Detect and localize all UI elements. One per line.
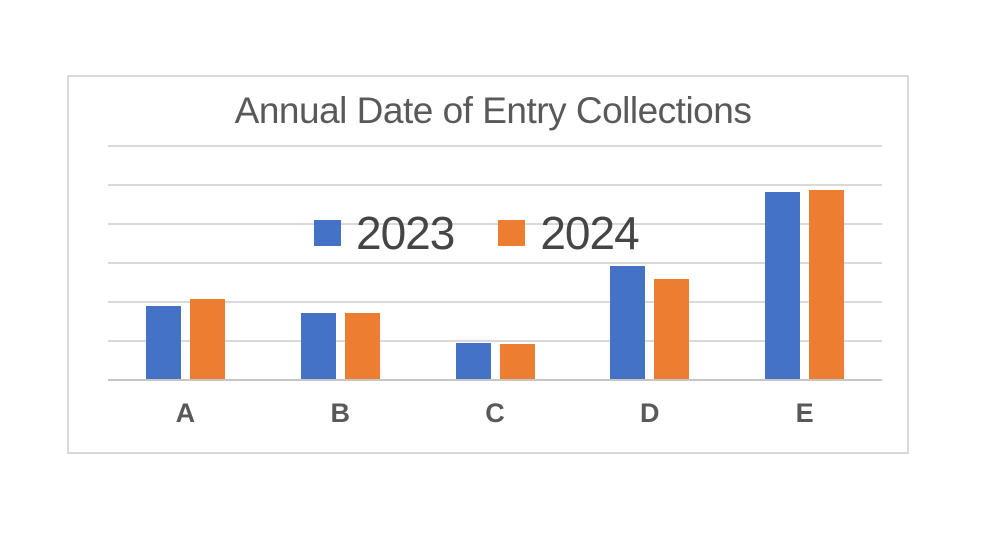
x-axis-line (108, 379, 882, 381)
gridline (108, 262, 882, 264)
gridline (108, 340, 882, 342)
legend-label-2024: 2024 (540, 207, 639, 259)
chart-title: Annual Date of Entry Collections (234, 90, 752, 131)
bar-2023-A (145, 305, 181, 380)
x-label-C: C (485, 398, 505, 428)
x-label-A: A (175, 398, 196, 428)
bar-2024-C (499, 343, 535, 380)
legend-item-2024: 2024 (498, 207, 640, 259)
chart-frame: Annual Date of Entry Collections A B C D E 2… (67, 75, 909, 454)
legend-item-2023: 2023 (314, 207, 455, 259)
bar-2023-C (455, 343, 491, 380)
legend-swatch-2023 (314, 220, 341, 246)
gridline (108, 184, 882, 186)
bar-2023-E (765, 192, 801, 380)
bar-2024-A (189, 298, 225, 380)
bar-2023-B (300, 312, 336, 380)
bar-2024-E (809, 190, 845, 380)
legend: 2023 2024 (314, 207, 640, 259)
bar-2023-D (610, 266, 646, 380)
x-axis-labels: A B C D E (108, 397, 882, 429)
legend-label-2023: 2023 (356, 207, 455, 259)
bar-2024-D (654, 279, 690, 380)
plot-area (108, 145, 882, 381)
gridline (108, 223, 882, 225)
gridline (108, 301, 882, 303)
legend-swatch-2024 (498, 220, 526, 246)
gridline (108, 145, 882, 147)
x-label-D: D (640, 398, 660, 428)
bar-2024-B (344, 312, 380, 380)
x-label-E: E (795, 398, 814, 428)
x-label-B: B (330, 398, 350, 428)
